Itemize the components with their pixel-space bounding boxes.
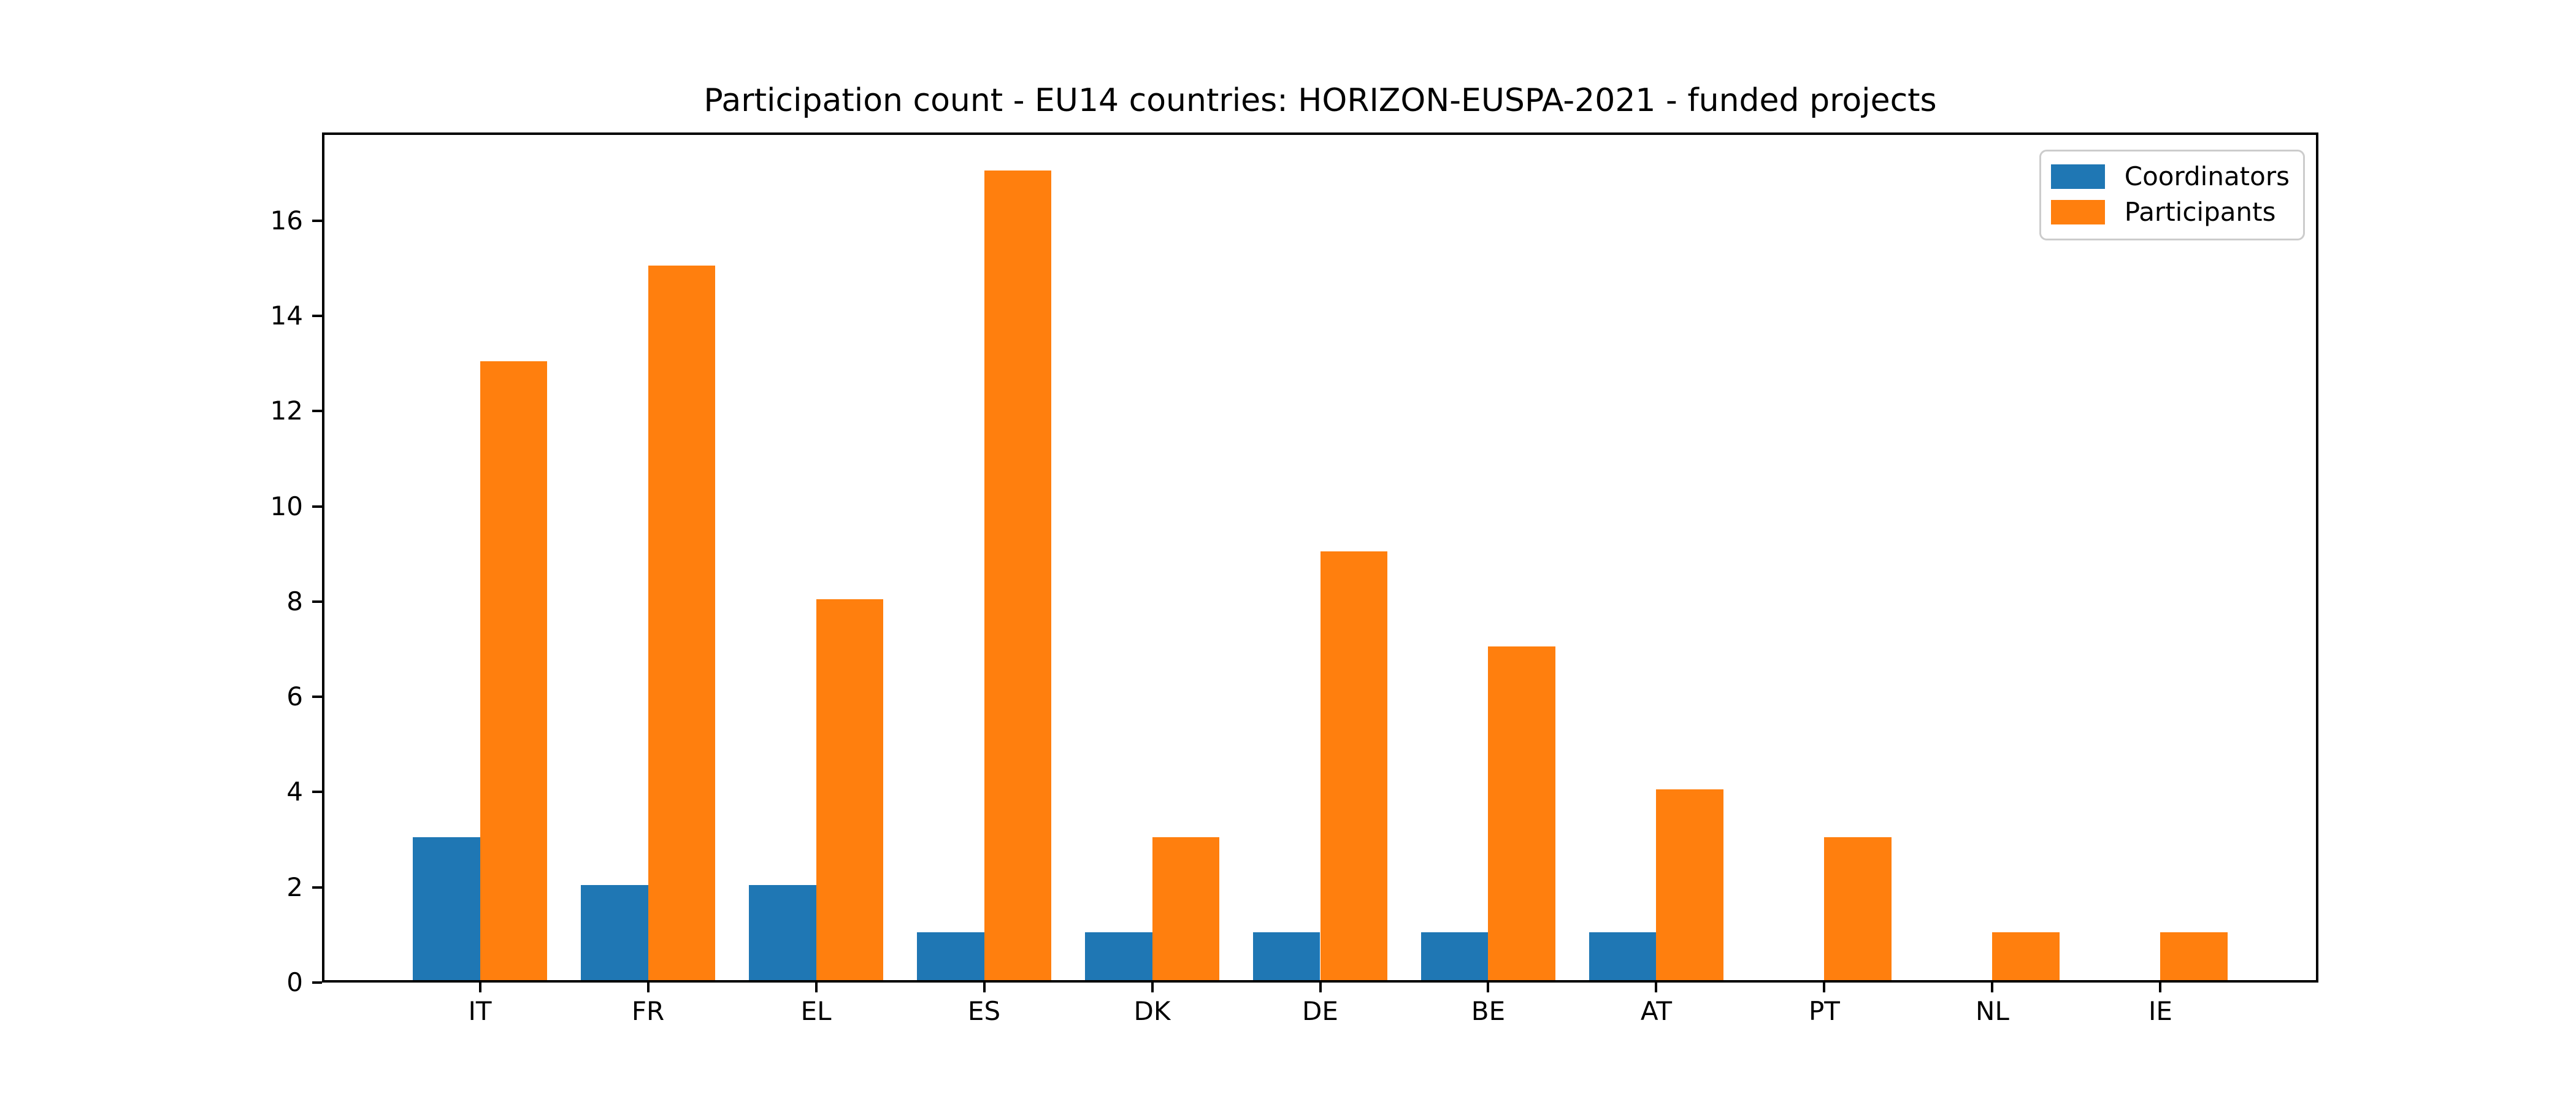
x-tick-label-ie: IE	[2148, 996, 2172, 1026]
bar-participants-be	[1488, 646, 1556, 980]
y-tick-mark	[312, 505, 322, 508]
bars-layer	[324, 135, 2316, 980]
x-tick-label-es: ES	[967, 996, 1001, 1026]
plot-area: Coordinators Participants	[322, 132, 2318, 983]
legend: Coordinators Participants	[2039, 150, 2305, 240]
bar-participants-de	[1320, 551, 1388, 980]
y-tick-label: 4	[286, 776, 303, 807]
bar-participants-ie	[2160, 932, 2228, 980]
y-tick-label: 12	[270, 396, 303, 426]
y-tick-label: 8	[286, 586, 303, 616]
x-tick-label-at: AT	[1640, 996, 1673, 1026]
y-tick-mark	[312, 886, 322, 889]
x-tick-mark	[815, 983, 818, 992]
x-tick-mark	[646, 983, 650, 992]
bar-participants-at	[1656, 789, 1724, 980]
x-tick-mark	[983, 983, 986, 992]
y-tick-mark	[312, 314, 322, 317]
x-tick-label-fr: FR	[631, 996, 665, 1026]
x-tick-label-dk: DK	[1133, 996, 1171, 1026]
coordinators-swatch-icon	[2050, 164, 2105, 189]
x-tick-mark	[1991, 983, 1994, 992]
x-tick-label-el: EL	[800, 996, 832, 1026]
bar-coordinators-be	[1420, 932, 1489, 980]
x-tick-mark	[1151, 983, 1154, 992]
y-tick-label: 0	[286, 967, 303, 997]
x-tick-label-it: IT	[468, 996, 492, 1026]
x-tick-mark	[1487, 983, 1490, 992]
x-tick-label-nl: NL	[1976, 996, 2009, 1026]
legend-label-participants: Participants	[2124, 197, 2276, 227]
y-tick-mark	[312, 696, 322, 699]
y-tick-label: 14	[270, 300, 303, 331]
bar-participants-es	[984, 171, 1052, 980]
x-tick-mark	[1655, 983, 1658, 992]
x-tick-label-pt: PT	[1808, 996, 1840, 1026]
bar-coordinators-at	[1589, 932, 1657, 980]
x-tick-mark	[1319, 983, 1322, 992]
bar-participants-fr	[648, 266, 716, 980]
y-tick-mark	[312, 600, 322, 603]
y-tick-label: 10	[270, 491, 303, 521]
bar-participants-dk	[1152, 837, 1220, 980]
bar-coordinators-el	[748, 884, 816, 980]
y-tick-label: 2	[286, 872, 303, 902]
x-tick-mark	[2159, 983, 2162, 992]
bar-coordinators-es	[916, 932, 984, 980]
legend-label-coordinators: Coordinators	[2124, 161, 2290, 191]
bar-participants-nl	[1992, 932, 2060, 980]
legend-item-coordinators: Coordinators	[2050, 161, 2290, 191]
y-tick-mark	[312, 981, 322, 984]
bar-coordinators-dk	[1084, 932, 1152, 980]
bar-participants-pt	[1824, 837, 1892, 980]
bar-participants-el	[816, 599, 884, 980]
bar-coordinators-de	[1252, 932, 1321, 980]
y-tick-mark	[312, 410, 322, 413]
x-tick-mark	[478, 983, 481, 992]
chart-title: Participation count - EU14 countries: HO…	[703, 82, 1937, 119]
bar-coordinators-it	[412, 837, 480, 980]
legend-item-participants: Participants	[2050, 197, 2290, 227]
x-tick-label-be: BE	[1471, 996, 1506, 1026]
bar-participants-it	[480, 361, 548, 980]
y-tick-label: 6	[286, 681, 303, 712]
y-tick-label: 16	[270, 205, 303, 236]
y-tick-mark	[312, 219, 322, 222]
bar-coordinators-fr	[580, 884, 648, 980]
x-tick-label-de: DE	[1302, 996, 1338, 1026]
x-tick-mark	[1823, 983, 1826, 992]
y-tick-mark	[312, 791, 322, 794]
participants-swatch-icon	[2050, 200, 2105, 224]
